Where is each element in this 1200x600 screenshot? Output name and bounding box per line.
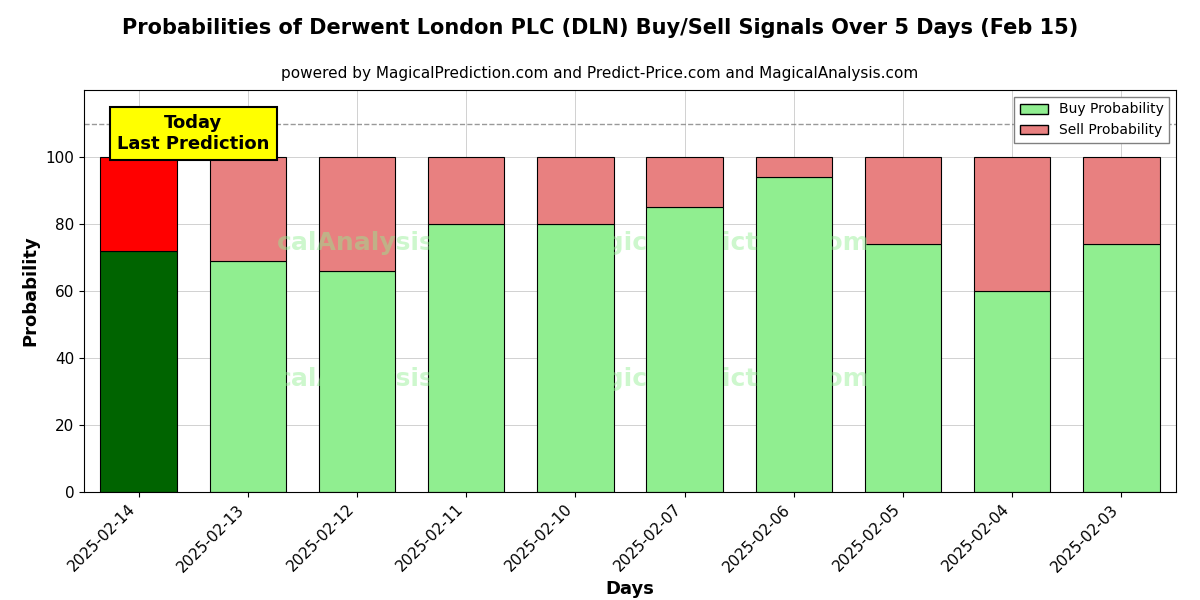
Bar: [428, 224, 504, 492]
Bar: [1084, 157, 1159, 244]
Bar: [319, 157, 395, 271]
Bar: [210, 261, 286, 492]
Legend: Buy Probability, Sell Probability: Buy Probability, Sell Probability: [1014, 97, 1169, 143]
Bar: [538, 157, 613, 224]
Bar: [428, 157, 504, 224]
Text: Today
Last Prediction: Today Last Prediction: [118, 114, 269, 153]
Bar: [210, 157, 286, 261]
Bar: [101, 251, 176, 492]
Bar: [974, 157, 1050, 291]
Bar: [1084, 244, 1159, 492]
Bar: [647, 207, 722, 492]
Bar: [865, 244, 941, 492]
Bar: [974, 291, 1050, 492]
Bar: [647, 157, 722, 207]
Bar: [756, 177, 832, 492]
Text: powered by MagicalPrediction.com and Predict-Price.com and MagicalAnalysis.com: powered by MagicalPrediction.com and Pre…: [281, 66, 919, 81]
Text: MagicIPrediction.com: MagicIPrediction.com: [565, 367, 870, 391]
Bar: [538, 224, 613, 492]
Text: calAnalysis.com: calAnalysis.com: [277, 231, 503, 255]
Y-axis label: Probability: Probability: [22, 236, 40, 346]
Bar: [865, 157, 941, 244]
Text: calAnalysis.com: calAnalysis.com: [277, 367, 503, 391]
X-axis label: Days: Days: [606, 580, 654, 598]
Bar: [101, 157, 176, 251]
Text: MagicIPrediction.com: MagicIPrediction.com: [565, 231, 870, 255]
Bar: [319, 271, 395, 492]
Text: Probabilities of Derwent London PLC (DLN) Buy/Sell Signals Over 5 Days (Feb 15): Probabilities of Derwent London PLC (DLN…: [122, 18, 1078, 38]
Bar: [756, 157, 832, 177]
